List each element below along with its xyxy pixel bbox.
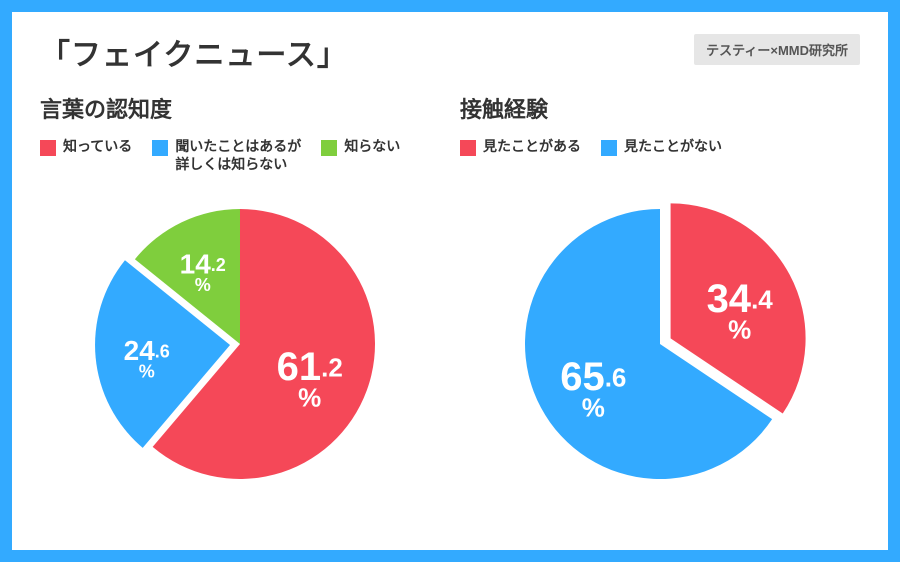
chart-awareness: 言葉の認知度 知っている 聞いたことはあるが 詳しくは知らない 知らない 61.2%… xyxy=(40,92,440,494)
legend-swatch xyxy=(40,140,56,156)
legend-swatch xyxy=(601,140,617,156)
legend-item: 見たことがある xyxy=(460,138,581,156)
legend-swatch xyxy=(152,140,168,156)
legend-item: 知らない xyxy=(321,138,400,156)
source-badge: テスティー×MMD研究所 xyxy=(694,34,860,65)
chart-subtitle: 言葉の認知度 xyxy=(40,92,440,124)
legend-label: 知らない xyxy=(344,138,400,156)
legend-experience: 見たことがある 見たことがない xyxy=(460,138,860,182)
pie-awareness: 61.2%24.6%14.2% xyxy=(90,194,390,494)
chart-subtitle: 接触経験 xyxy=(460,92,860,124)
legend-item: 知っている xyxy=(40,138,132,156)
legend-swatch xyxy=(460,140,476,156)
charts-row: 言葉の認知度 知っている 聞いたことはあるが 詳しくは知らない 知らない 61.2%… xyxy=(12,74,888,494)
legend-label: 聞いたことはあるが 詳しくは知らない xyxy=(175,138,301,173)
chart-experience: 接触経験 見たことがある 見たことがない 34.4%65.6% xyxy=(460,92,860,494)
pie-experience: 34.4%65.6% xyxy=(510,194,810,494)
legend-item: 聞いたことはあるが 詳しくは知らない xyxy=(152,138,301,173)
legend-awareness: 知っている 聞いたことはあるが 詳しくは知らない 知らない xyxy=(40,138,440,182)
legend-swatch xyxy=(321,140,337,156)
legend-label: 見たことがある xyxy=(483,138,581,156)
legend-label: 知っている xyxy=(63,138,132,156)
page-title: 「フェイクニュース」 xyxy=(40,30,348,74)
header: 「フェイクニュース」 テスティー×MMD研究所 xyxy=(12,12,888,74)
legend-label: 見たことがない xyxy=(624,138,722,156)
legend-item: 見たことがない xyxy=(601,138,722,156)
infographic-frame: 「フェイクニュース」 テスティー×MMD研究所 言葉の認知度 知っている 聞いたこ… xyxy=(0,0,900,562)
